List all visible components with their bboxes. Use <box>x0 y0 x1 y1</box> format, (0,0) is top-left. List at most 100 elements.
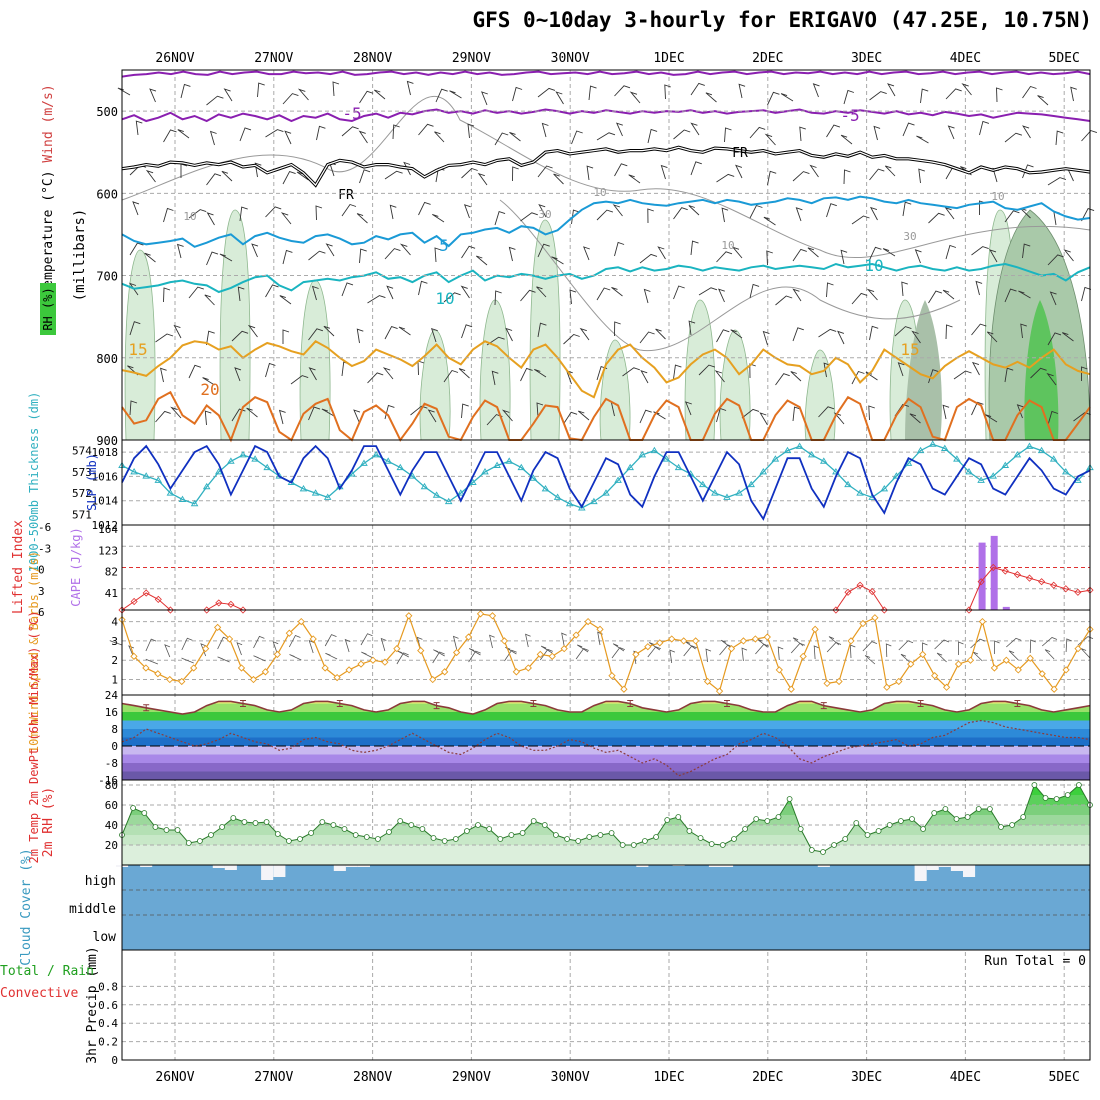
wind-barb <box>828 636 840 646</box>
lifted-point <box>154 595 162 603</box>
wind-barb <box>512 166 519 182</box>
wind-barb <box>826 124 841 138</box>
lifted-point <box>1050 581 1058 589</box>
temp-band <box>122 720 1090 729</box>
wind-barb <box>223 88 233 102</box>
cloud-panel: high middle low <box>69 865 1090 950</box>
thickness-point <box>178 495 187 502</box>
wind-barb <box>265 284 279 298</box>
wind-point <box>500 637 509 645</box>
rh-point <box>297 836 303 842</box>
series-fr-inner <box>121 146 1091 187</box>
wind-barb <box>596 132 616 141</box>
cloud-gap <box>224 865 237 870</box>
wind-barb <box>128 282 139 296</box>
rh-point <box>530 818 537 824</box>
wind-barb <box>647 128 658 144</box>
wind-point <box>703 677 712 686</box>
cloud-gap <box>914 865 927 881</box>
wind-barb <box>928 369 939 384</box>
wind-barb <box>418 201 431 216</box>
rh-point <box>842 836 849 842</box>
temp-band <box>122 763 1090 772</box>
lifted-point <box>1001 567 1009 575</box>
wind-point <box>715 687 724 695</box>
thickness-point <box>517 463 526 471</box>
y-tick-label: 24 <box>105 689 119 702</box>
wind-point <box>811 625 819 633</box>
wind-point <box>178 677 186 686</box>
wind-barb <box>563 333 580 345</box>
rh-point <box>130 805 137 811</box>
wind-barb <box>738 83 746 99</box>
wind-barb <box>315 205 323 221</box>
rh-shade-dark <box>905 300 942 440</box>
wind-barb <box>461 324 473 339</box>
wind-barb <box>953 370 972 380</box>
wind-barb <box>128 645 135 659</box>
thickness-point <box>275 472 284 479</box>
thickness-point <box>989 472 997 479</box>
wind-barb <box>358 130 368 144</box>
wind-barb <box>435 88 448 103</box>
wind-barb <box>920 88 929 104</box>
thickness-point <box>892 472 901 479</box>
rh-point <box>586 834 593 840</box>
wind-barb <box>280 212 292 225</box>
wind-barb <box>970 638 986 649</box>
rh-point <box>1042 795 1049 801</box>
thickness-point <box>202 482 211 490</box>
wind-barb <box>755 643 770 655</box>
lifted-point <box>215 599 223 607</box>
wind-barb <box>155 410 171 423</box>
precip-conv-label: Convective <box>0 986 78 1001</box>
wind-point <box>560 644 568 653</box>
wind-point <box>680 637 688 645</box>
wind-barb <box>1022 243 1031 259</box>
wind-point <box>1002 656 1010 664</box>
rh-point <box>374 836 381 842</box>
y-tick-label: 0.2 <box>98 1036 118 1049</box>
wind-barb <box>204 410 212 426</box>
thickness-point <box>711 489 719 496</box>
wind-point <box>225 635 234 643</box>
wind-point <box>1026 654 1034 662</box>
y-tick-label: 2 <box>111 654 118 667</box>
lifted-point <box>856 581 864 589</box>
thickness-point <box>166 489 175 496</box>
date-label-top: 2DEC <box>752 51 783 66</box>
wind-barb <box>790 371 802 382</box>
wind-barb <box>716 173 735 183</box>
wind-barb <box>505 327 513 342</box>
left-tick-label: -6 <box>38 521 51 534</box>
wind-barb <box>994 640 1000 655</box>
rh-point <box>786 796 793 802</box>
wind-barb <box>909 413 921 424</box>
series-slp <box>121 444 1091 521</box>
wind-point <box>1050 685 1058 693</box>
thickness-point <box>759 468 768 475</box>
wind-barb <box>469 648 481 656</box>
wind-barb <box>486 336 505 346</box>
wind-barb <box>647 208 654 224</box>
cloud-gap <box>636 865 649 867</box>
y-tick-label: 20 <box>105 839 118 852</box>
wind-barb <box>1081 286 1092 302</box>
wind-barb <box>427 409 437 423</box>
wind-barb <box>614 241 625 257</box>
date-label-bottom: 29NOV <box>452 1070 491 1085</box>
thickness-point <box>626 463 634 471</box>
left-tick-label: 574 <box>72 445 92 458</box>
lifted-point <box>1025 574 1034 582</box>
rh-point <box>653 834 659 840</box>
wind-barb <box>403 161 411 176</box>
lifted-point <box>227 600 235 608</box>
wind-point <box>333 673 341 682</box>
wind-barb <box>826 203 837 218</box>
wind-barb <box>1006 637 1022 648</box>
wind-barb <box>669 649 676 664</box>
lifted-point <box>130 597 138 606</box>
right-tick-label: 1018 <box>92 446 119 459</box>
wind-barb <box>775 373 790 386</box>
wind-point <box>357 660 365 668</box>
